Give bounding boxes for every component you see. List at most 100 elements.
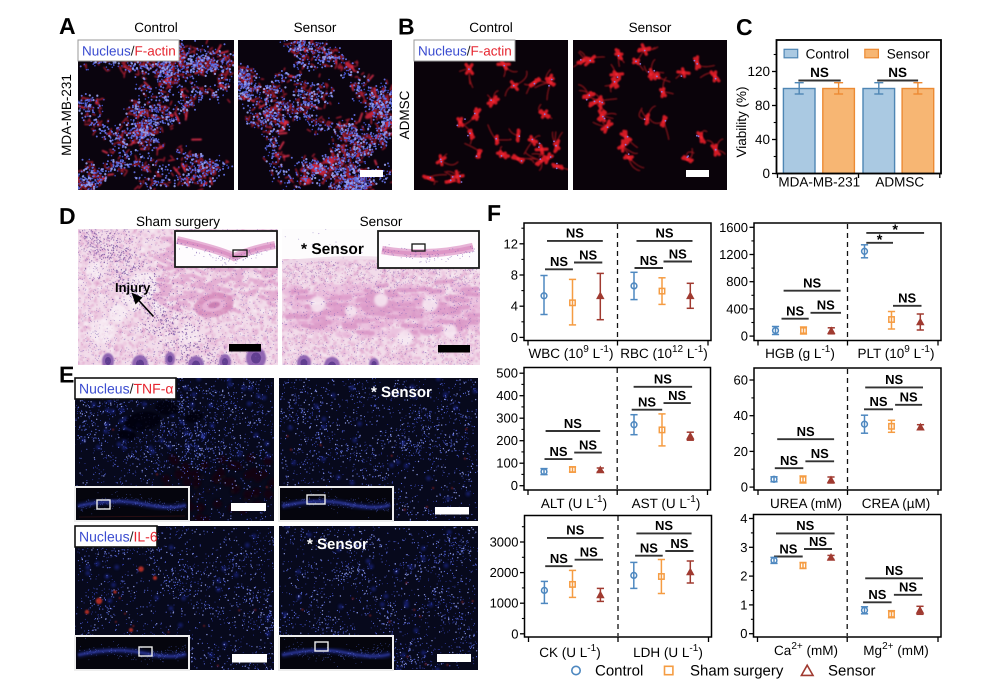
svg-text:80: 80 [755,98,770,113]
svg-text:NS: NS [869,394,887,409]
svg-text:NS: NS [811,446,829,461]
svg-text:*: * [892,222,898,238]
svg-text:LDH (U L-1): LDH (U L-1) [633,643,703,660]
svg-text:400: 400 [726,301,748,316]
svg-text:NS: NS [885,372,903,387]
svg-text:ADMSC: ADMSC [397,90,412,139]
svg-text:8: 8 [511,268,518,283]
svg-text:AST (U L-1): AST (U L-1) [632,494,701,511]
svg-text:NS: NS [550,254,568,269]
svg-text:Control: Control [595,663,643,680]
svg-text:D: D [59,203,76,229]
svg-text:0: 0 [762,166,770,181]
svg-text:A: A [59,13,76,39]
svg-text:120: 120 [747,64,770,79]
svg-text:Control: Control [134,20,178,35]
svg-text:1600: 1600 [719,220,748,235]
svg-text:* Sensor: * Sensor [307,536,368,553]
svg-text:E: E [59,362,74,388]
svg-text:1200: 1200 [719,247,748,262]
svg-text:NS: NS [566,226,584,241]
svg-text:60: 60 [734,373,748,388]
svg-text:NS: NS [899,580,917,595]
svg-text:NS: NS [786,304,804,319]
svg-text:Sham surgery: Sham surgery [690,663,784,680]
svg-text:Nucleus/IL-6: Nucleus/IL-6 [79,529,158,545]
svg-text:NS: NS [566,523,584,538]
svg-text:C: C [736,14,753,40]
svg-text:HGB (g L-1): HGB (g L-1) [765,344,835,361]
svg-text:Nucleus/TNF-α: Nucleus/TNF-α [79,381,173,397]
svg-text:NS: NS [885,563,903,578]
svg-text:2: 2 [740,569,747,584]
svg-text:Sensor: Sensor [629,20,672,35]
svg-text:MDA-MB-231: MDA-MB-231 [59,74,74,156]
svg-text:Ca2+ (mM): Ca2+ (mM) [774,641,838,658]
svg-text:WBC (109 L-1): WBC (109 L-1) [529,344,614,361]
svg-text:NS: NS [549,444,567,459]
svg-text:40: 40 [734,408,748,423]
svg-text:2000: 2000 [490,565,519,580]
svg-text:NS: NS [638,395,656,410]
svg-text:CREA (µM): CREA (µM) [862,496,931,511]
svg-text:* Sensor: * Sensor [301,241,364,258]
svg-text:MDA-MB-231: MDA-MB-231 [778,175,860,190]
svg-text:100: 100 [496,456,518,471]
svg-text:NS: NS [796,518,814,533]
svg-text:* Sensor: * Sensor [371,384,432,401]
svg-text:NS: NS [668,388,686,403]
svg-text:20: 20 [734,444,748,459]
svg-text:NS: NS [780,453,798,468]
svg-text:CK (U L-1): CK (U L-1) [539,643,600,660]
svg-text:NS: NS [550,551,568,566]
svg-text:NS: NS [640,541,658,556]
svg-text:Sensor: Sensor [887,47,930,62]
svg-text:NS: NS [579,437,597,452]
svg-text:500: 500 [496,366,518,381]
svg-text:Nucleus/F-actin: Nucleus/F-actin [418,44,512,59]
svg-text:Injury: Injury [115,280,151,295]
svg-text:4: 4 [511,299,518,314]
svg-text:NS: NS [817,298,835,313]
svg-text:Sensor: Sensor [360,214,403,229]
svg-text:3000: 3000 [490,535,519,550]
svg-text:NS: NS [564,416,582,431]
svg-text:Sham surgery: Sham surgery [136,214,220,229]
svg-text:NS: NS [900,390,918,405]
svg-text:Sensor: Sensor [828,663,876,680]
svg-text:NS: NS [888,65,907,80]
svg-text:NS: NS [670,536,688,551]
svg-text:1000: 1000 [490,596,519,611]
svg-text:PLT (109 L-1): PLT (109 L-1) [857,344,934,361]
svg-text:300: 300 [496,411,518,426]
svg-text:NS: NS [803,276,821,291]
svg-text:NS: NS [809,534,827,549]
svg-text:NS: NS [810,65,829,80]
svg-text:400: 400 [496,388,518,403]
svg-text:B: B [398,14,415,40]
svg-text:1: 1 [740,597,747,612]
svg-text:0: 0 [740,626,747,641]
svg-text:12: 12 [504,236,518,251]
svg-text:0: 0 [511,478,518,493]
svg-text:200: 200 [496,433,518,448]
svg-text:F: F [487,200,501,226]
svg-text:NS: NS [579,247,597,262]
svg-text:Viability (%): Viability (%) [734,86,749,157]
svg-text:Nucleus/F-actin: Nucleus/F-actin [82,44,176,59]
svg-text:0: 0 [511,626,518,641]
svg-text:800: 800 [726,274,748,289]
svg-text:UREA (mM): UREA (mM) [770,496,842,511]
svg-text:NS: NS [640,253,658,268]
svg-text:0: 0 [741,329,748,344]
svg-text:Control: Control [806,47,850,62]
svg-text:NS: NS [898,291,916,306]
svg-text:Mg2+ (mM): Mg2+ (mM) [863,641,928,658]
svg-text:NS: NS [797,424,815,439]
svg-text:NS: NS [654,372,672,387]
svg-text:3: 3 [740,540,747,555]
svg-text:0: 0 [741,480,748,495]
svg-text:NS: NS [779,541,797,556]
svg-text:ADMSC: ADMSC [875,175,924,190]
svg-text:ALT (U L-1): ALT (U L-1) [541,494,607,511]
